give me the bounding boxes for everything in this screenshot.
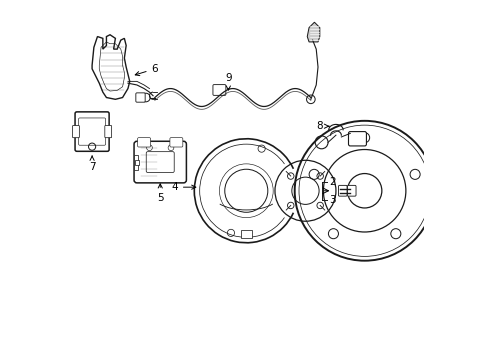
FancyBboxPatch shape (75, 112, 109, 151)
Text: 9: 9 (224, 73, 231, 90)
Bar (135, 159, 139, 165)
Text: 3: 3 (329, 195, 335, 205)
Text: 6: 6 (135, 64, 158, 76)
FancyBboxPatch shape (137, 138, 150, 147)
Text: 1: 1 (0, 359, 1, 360)
FancyBboxPatch shape (346, 185, 355, 196)
Text: 7: 7 (89, 156, 95, 172)
FancyBboxPatch shape (169, 138, 183, 147)
Polygon shape (306, 22, 319, 42)
FancyBboxPatch shape (134, 141, 186, 183)
FancyBboxPatch shape (79, 118, 105, 145)
FancyBboxPatch shape (133, 154, 138, 170)
FancyBboxPatch shape (240, 230, 251, 238)
FancyBboxPatch shape (212, 85, 225, 95)
Text: 4: 4 (171, 182, 195, 192)
Text: 8: 8 (316, 121, 328, 131)
FancyBboxPatch shape (72, 126, 79, 138)
FancyBboxPatch shape (136, 93, 145, 102)
Text: 5: 5 (157, 184, 163, 203)
FancyBboxPatch shape (146, 152, 174, 172)
FancyBboxPatch shape (104, 126, 111, 138)
Text: 2: 2 (329, 177, 335, 187)
FancyBboxPatch shape (348, 132, 366, 146)
FancyBboxPatch shape (338, 185, 346, 196)
